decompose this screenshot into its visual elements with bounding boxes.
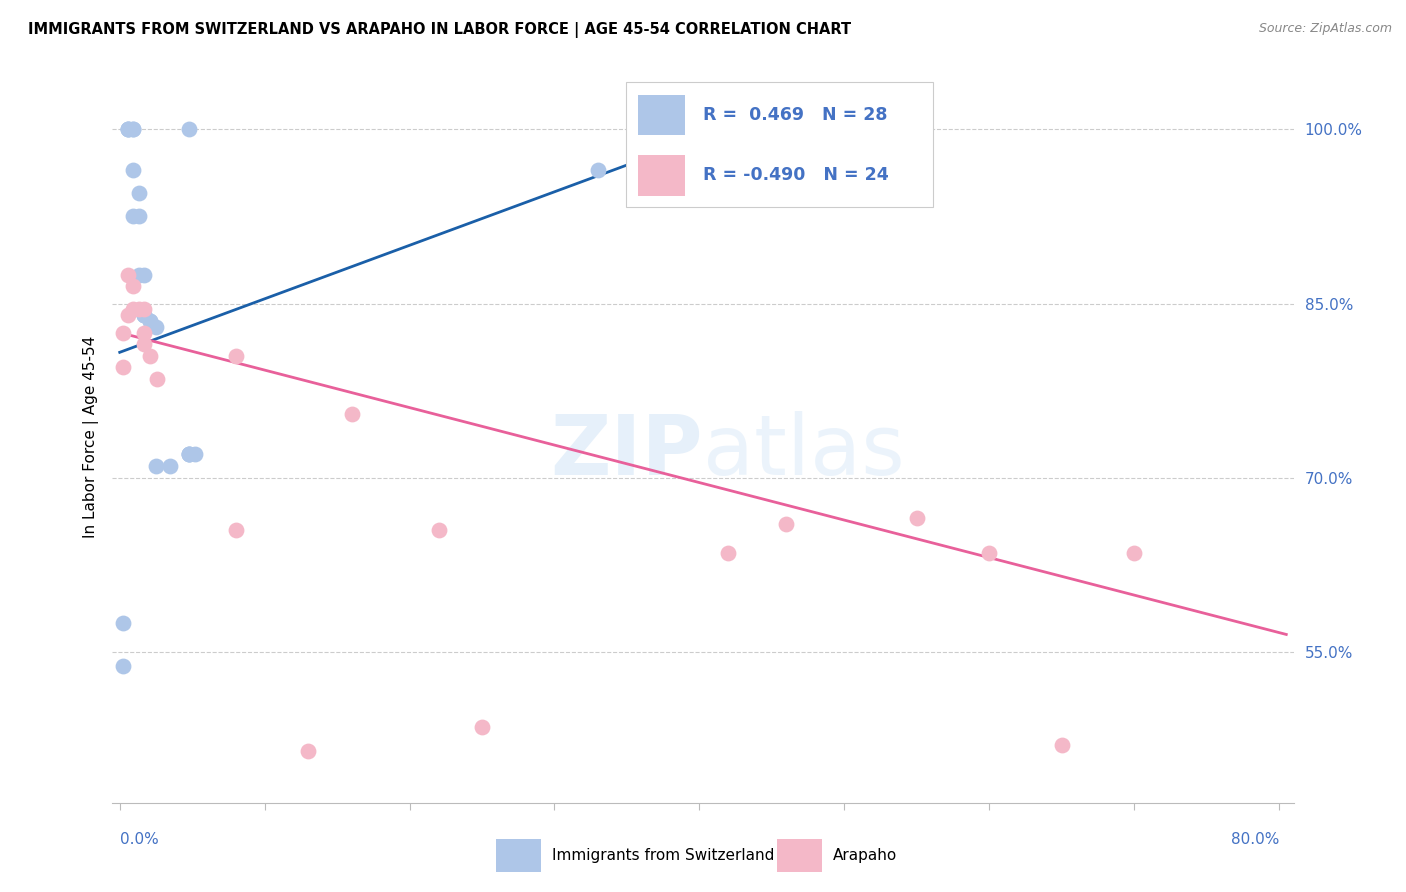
Point	[179, 448, 201, 462]
Point	[225, 349, 247, 363]
Bar	[778, 839, 823, 872]
Text: R =  0.469   N = 28: R = 0.469 N = 28	[703, 105, 887, 123]
Bar	[496, 839, 541, 872]
Point	[134, 308, 156, 322]
Point	[134, 302, 156, 317]
Point	[225, 523, 247, 537]
Point	[139, 314, 162, 328]
Point	[134, 326, 156, 340]
Point	[139, 314, 162, 328]
Point	[111, 360, 134, 375]
Point	[121, 122, 143, 136]
Bar	[638, 155, 685, 195]
Point	[117, 268, 139, 282]
Point	[121, 210, 143, 224]
Point	[179, 448, 201, 462]
Point	[117, 122, 139, 136]
Point	[134, 308, 156, 322]
Point	[134, 268, 156, 282]
Point	[905, 511, 928, 525]
Text: Immigrants from Switzerland: Immigrants from Switzerland	[551, 848, 775, 863]
Point	[145, 459, 167, 474]
Text: 80.0%: 80.0%	[1230, 832, 1279, 847]
Point	[1123, 546, 1146, 560]
Y-axis label: In Labor Force | Age 45-54: In Labor Force | Age 45-54	[83, 336, 98, 538]
Point	[111, 615, 134, 630]
Text: atlas: atlas	[703, 411, 904, 492]
Point	[121, 279, 143, 293]
Point	[134, 308, 156, 322]
Point	[134, 337, 156, 351]
Point	[139, 349, 162, 363]
Point	[128, 186, 150, 201]
Point	[297, 743, 319, 757]
Text: IMMIGRANTS FROM SWITZERLAND VS ARAPAHO IN LABOR FORCE | AGE 45-54 CORRELATION CH: IMMIGRANTS FROM SWITZERLAND VS ARAPAHO I…	[28, 22, 851, 38]
Point	[1050, 738, 1073, 752]
Point	[111, 658, 134, 673]
Bar	[638, 95, 685, 135]
Text: ZIP: ZIP	[551, 411, 703, 492]
Point	[427, 523, 450, 537]
Point	[979, 546, 1001, 560]
Point	[179, 122, 201, 136]
Point	[717, 546, 740, 560]
Point	[128, 210, 150, 224]
Point	[117, 122, 139, 136]
Point	[128, 268, 150, 282]
Point	[586, 163, 609, 178]
Point	[775, 517, 797, 532]
Text: R = -0.490   N = 24: R = -0.490 N = 24	[703, 166, 889, 185]
Text: 0.0%: 0.0%	[120, 832, 159, 847]
Point	[117, 308, 139, 322]
Text: Arapaho: Arapaho	[832, 848, 897, 863]
Point	[146, 372, 169, 386]
Point	[121, 302, 143, 317]
Text: Source: ZipAtlas.com: Source: ZipAtlas.com	[1258, 22, 1392, 36]
Point	[111, 326, 134, 340]
Point	[340, 407, 363, 421]
FancyBboxPatch shape	[626, 82, 934, 207]
Point	[128, 302, 150, 317]
Point	[184, 448, 207, 462]
Point	[747, 122, 769, 136]
Point	[471, 720, 494, 734]
Point	[121, 163, 143, 178]
Point	[179, 448, 201, 462]
Point	[117, 122, 139, 136]
Point	[121, 122, 143, 136]
Point	[159, 459, 181, 474]
Point	[145, 319, 167, 334]
